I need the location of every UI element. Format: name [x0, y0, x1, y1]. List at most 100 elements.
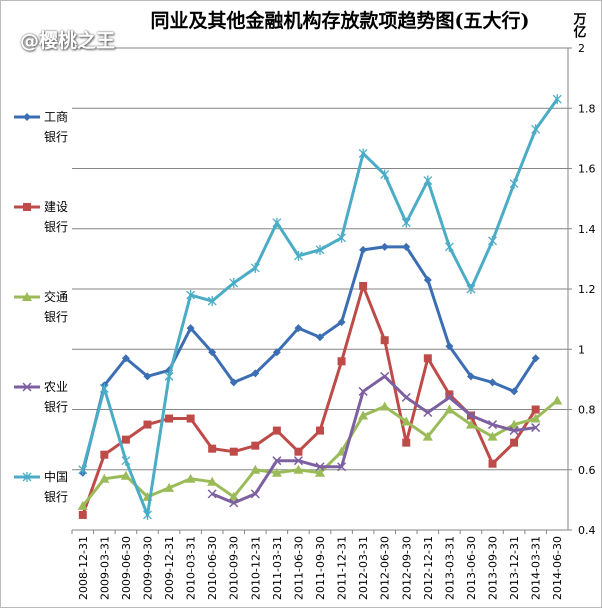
marker [22, 382, 32, 392]
x-tick-label: 2013-03-31 [443, 536, 456, 600]
marker [444, 392, 454, 402]
marker [120, 470, 131, 480]
x-tick-label: 2009-09-30 [141, 536, 154, 600]
marker [186, 414, 195, 423]
marker [509, 426, 519, 436]
marker [229, 378, 238, 387]
legend-label: 工商银行 [44, 110, 69, 144]
marker [164, 371, 174, 382]
marker [143, 372, 152, 381]
marker [22, 472, 32, 482]
y-tick-label: 0.6 [578, 464, 596, 477]
marker [445, 390, 454, 399]
marker [77, 500, 88, 510]
chart-title: 同业及其他金融机构存放款项趋势图(五大行) [151, 9, 530, 32]
marker [251, 441, 260, 450]
marker [466, 284, 476, 294]
y-tick-label: 2 [578, 42, 585, 55]
marker [272, 348, 281, 357]
marker [401, 217, 411, 228]
x-tick-label: 2013-09-30 [487, 536, 500, 600]
y-axis-label: 万亿 [571, 12, 588, 39]
marker [423, 354, 432, 363]
marker [423, 275, 432, 284]
marker [272, 217, 282, 228]
marker [466, 372, 475, 381]
marker [530, 413, 541, 423]
marker [358, 148, 368, 159]
marker [488, 459, 497, 468]
marker [531, 124, 541, 135]
marker [293, 464, 304, 474]
marker [316, 426, 324, 435]
marker [487, 431, 498, 441]
marker [229, 498, 239, 508]
marker [444, 241, 454, 252]
marker [272, 426, 281, 435]
marker [315, 467, 325, 477]
legend-label: 交通银行 [44, 290, 69, 324]
marker [121, 455, 131, 466]
marker [185, 473, 196, 483]
marker [121, 435, 130, 444]
marker [251, 369, 260, 378]
marker [293, 250, 303, 261]
x-tick-label: 2010-09-30 [228, 536, 241, 600]
x-tick-label: 2010-06-30 [206, 536, 219, 600]
marker [337, 318, 346, 327]
marker [272, 456, 282, 466]
marker [315, 244, 325, 255]
marker [207, 296, 217, 307]
x-tick-label: 2009-03-31 [98, 536, 111, 600]
marker [143, 509, 152, 520]
marker [359, 281, 368, 290]
marker [294, 447, 303, 456]
x-tick-label: 2013-06-30 [465, 536, 478, 600]
marker [207, 476, 218, 486]
marker [337, 232, 347, 243]
marker [208, 348, 217, 357]
marker [402, 242, 411, 251]
marker [315, 462, 325, 472]
y-tick-label: 0.8 [578, 404, 596, 417]
marker [121, 354, 130, 363]
marker [531, 405, 540, 414]
x-tick-label: 2012-09-30 [400, 536, 413, 600]
marker [229, 447, 238, 456]
x-tick-label: 2014-06-30 [551, 536, 564, 600]
marker [23, 203, 31, 211]
marker [22, 292, 32, 301]
marker [510, 387, 519, 396]
x-tick-label: 2012-06-30 [379, 536, 392, 600]
marker [380, 242, 389, 251]
marker [402, 438, 411, 447]
y-tick-label: 1 [578, 343, 585, 356]
marker [23, 113, 31, 121]
marker [337, 462, 347, 472]
y-tick-label: 1.8 [578, 102, 596, 115]
marker [509, 419, 520, 429]
marker [164, 482, 175, 492]
x-tick-label: 2011-09-30 [314, 536, 327, 600]
marker [337, 357, 346, 366]
marker [358, 410, 369, 420]
legend-label: 农业银行 [44, 380, 69, 414]
y-tick-label: 1.2 [578, 283, 596, 296]
marker [531, 423, 541, 433]
marker [487, 420, 498, 430]
x-tick-label: 2010-03-31 [185, 536, 198, 600]
marker [401, 392, 411, 402]
marker [207, 489, 217, 499]
x-tick-label: 2014-03-31 [530, 536, 543, 600]
marker [294, 324, 303, 333]
legend-label: 中国银行 [44, 470, 69, 504]
marker [186, 324, 195, 333]
marker [208, 444, 217, 453]
marker [466, 410, 476, 421]
x-tick-label: 2012-03-31 [357, 536, 370, 600]
marker [143, 420, 152, 429]
x-tick-label: 2011-12-31 [336, 536, 349, 600]
